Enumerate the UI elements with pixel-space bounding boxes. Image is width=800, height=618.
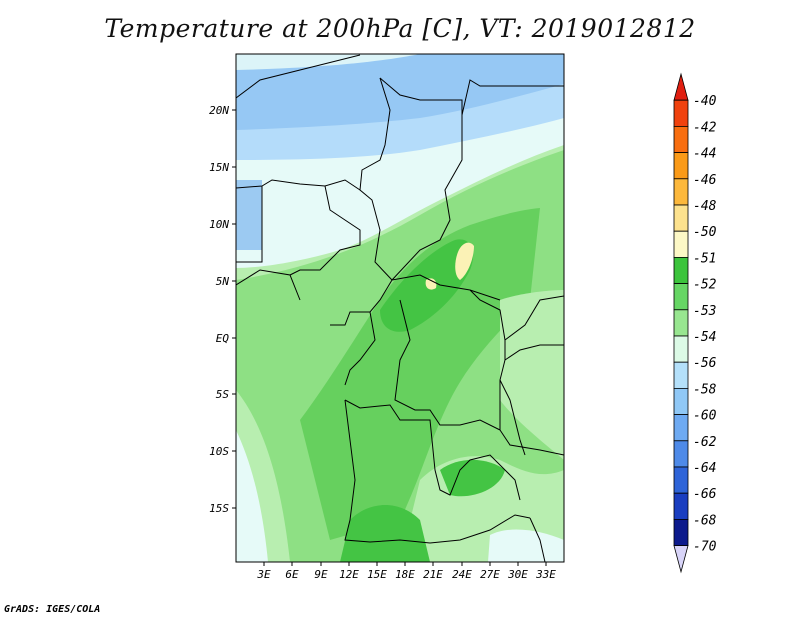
lon-label: 30E — [507, 568, 528, 581]
colorbar-segment — [673, 466, 689, 494]
lat-label: 20N — [209, 104, 229, 117]
lat-axis: 20N 15N 10N 5N EQ 5S 10S 15S — [209, 104, 236, 515]
field-pale-east — [500, 290, 564, 460]
colorbar-segment — [673, 283, 689, 311]
field-blue-west — [236, 180, 262, 250]
credit-label: GrADS: IGES/COLA — [4, 604, 101, 615]
lon-label: 21E — [423, 568, 443, 581]
colorbar-segment — [673, 361, 689, 389]
lat-label: 5N — [216, 275, 230, 288]
colorbar-segment — [673, 178, 689, 206]
field-cyan-se — [488, 529, 564, 562]
colorbar-segment — [673, 440, 689, 468]
lon-label: 33E — [535, 568, 556, 581]
lon-label: 6E — [285, 568, 299, 581]
field-dark-green-east — [440, 459, 505, 497]
lon-label: 18E — [395, 568, 415, 581]
colorbar-label: -48 — [693, 199, 717, 214]
colorbar-label: -50 — [693, 225, 717, 240]
colorbar-label: -56 — [693, 356, 717, 371]
colorbar-segment — [673, 152, 689, 180]
lat-label: 15S — [209, 502, 229, 515]
colorbar-label: -58 — [693, 382, 717, 397]
colorbar-segment — [673, 414, 689, 442]
field-dark-green-south — [340, 505, 430, 562]
lon-axis: 3E 6E 9E 12E 15E 18E 21E 24E 27E 30E 33E — [256, 562, 556, 581]
colorbar-label: -68 — [693, 513, 717, 528]
colorbar-label: -54 — [693, 330, 716, 345]
chart-title: Temperature at 200hPa [C], VT: 201901281… — [104, 14, 696, 43]
colorbar-segment — [673, 309, 689, 337]
colorbar-segment — [673, 126, 689, 154]
lon-label: 9E — [314, 568, 328, 581]
field-cyan-sw — [236, 430, 268, 562]
colorbar-label: -52 — [693, 278, 717, 293]
colorbar-label: -62 — [693, 435, 717, 450]
colorbar-label: -44 — [693, 147, 716, 162]
colorbar-segment — [673, 204, 689, 232]
colorbar-segment — [673, 256, 689, 284]
field-cyan-strip-top — [236, 54, 420, 70]
colorbar-label: -42 — [693, 120, 717, 135]
lon-label: 27E — [480, 568, 500, 581]
colorbar-label: -46 — [693, 173, 717, 188]
lon-label: 3E — [256, 568, 271, 581]
colorbar-segment — [673, 335, 689, 363]
colorbar-segment — [673, 99, 689, 127]
field-green — [300, 208, 540, 540]
colorbar: -40 -42 -44 -46 -48 -50 -51 -52 -53 -54 -56 -58 -60 -… — [673, 72, 717, 574]
lat-label: 15N — [209, 161, 229, 174]
temperature-field — [236, 54, 564, 562]
field-blue-band — [236, 54, 564, 130]
map-frame — [235, 53, 565, 563]
colorbar-label: -60 — [693, 409, 717, 424]
colorbar-label: -66 — [693, 487, 717, 502]
colorbar-label: -70 — [693, 540, 717, 555]
lon-label: 24E — [452, 568, 472, 581]
colorbar-segment — [673, 230, 689, 258]
colorbar-segment — [673, 519, 689, 547]
colorbar-label: -40 — [693, 94, 717, 109]
field-cream-patch — [455, 242, 474, 280]
lat-label: 10S — [209, 445, 229, 458]
colorbar-label: -53 — [693, 304, 716, 319]
lon-label: 12E — [339, 568, 359, 581]
colorbar-bottom-triangle — [673, 545, 689, 574]
colorbar-label: -51 — [693, 251, 716, 266]
lon-label: 15E — [367, 568, 387, 581]
lat-label: EQ — [216, 332, 230, 345]
lat-label: 5S — [216, 388, 230, 401]
lat-label: 10N — [209, 218, 229, 231]
colorbar-segment — [673, 492, 689, 520]
colorbar-segment — [673, 387, 689, 415]
boundaries — [236, 54, 564, 562]
field-cream-patch-2 — [425, 278, 437, 290]
colorbar-top-triangle — [673, 72, 689, 101]
colorbar-label: -64 — [693, 461, 716, 476]
